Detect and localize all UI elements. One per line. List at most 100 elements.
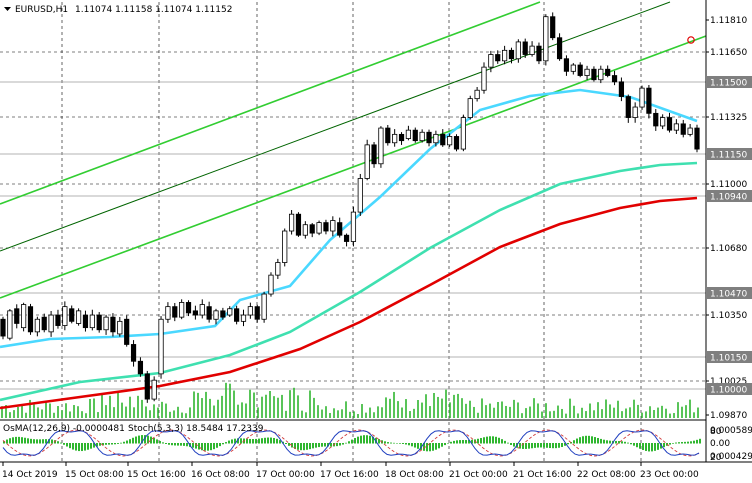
candle[interactable]: [323, 219, 329, 235]
candle[interactable]: [151, 376, 157, 402]
candle[interactable]: [261, 291, 267, 323]
candle[interactable]: [364, 139, 370, 181]
candle[interactable]: [405, 125, 412, 141]
candle[interactable]: [62, 301, 68, 331]
candle[interactable]: [577, 62, 583, 78]
candle[interactable]: [179, 299, 185, 320]
candle[interactable]: [282, 228, 288, 267]
candle[interactable]: [309, 223, 315, 238]
candle[interactable]: [460, 114, 466, 152]
candle[interactable]: [502, 45, 508, 65]
candle[interactable]: [529, 41, 535, 57]
candle[interactable]: [639, 85, 645, 110]
candle[interactable]: [419, 129, 425, 143]
candle[interactable]: [591, 66, 597, 82]
candle[interactable]: [7, 309, 13, 341]
candle[interactable]: [508, 47, 515, 64]
channel-anchor-marker[interactable]: [687, 36, 695, 44]
candle[interactable]: [453, 134, 460, 152]
candle[interactable]: [412, 127, 418, 143]
candle[interactable]: [69, 305, 75, 324]
candle[interactable]: [385, 124, 391, 146]
candle[interactable]: [295, 212, 302, 237]
candle[interactable]: [426, 129, 432, 147]
candle[interactable]: [392, 129, 398, 147]
candle[interactable]: [371, 142, 377, 168]
candle[interactable]: [96, 312, 102, 333]
candle[interactable]: [48, 310, 54, 337]
candle[interactable]: [378, 126, 384, 168]
candle[interactable]: [515, 39, 521, 63]
candle[interactable]: [172, 302, 178, 322]
candle[interactable]: [666, 112, 673, 133]
candle[interactable]: [687, 123, 693, 137]
candle[interactable]: [398, 132, 405, 145]
candle[interactable]: [199, 299, 205, 319]
candle[interactable]: [137, 357, 144, 377]
candle[interactable]: [206, 301, 212, 323]
candle[interactable]: [646, 84, 652, 119]
candle[interactable]: [220, 307, 226, 320]
candle[interactable]: [41, 313, 47, 333]
candle[interactable]: [185, 300, 192, 317]
candle[interactable]: [343, 233, 350, 247]
candle[interactable]: [144, 370, 150, 403]
candle[interactable]: [288, 210, 295, 235]
candle[interactable]: [124, 315, 130, 347]
candle[interactable]: [103, 314, 109, 335]
dropdown-arrow-icon[interactable]: [4, 7, 11, 11]
candle[interactable]: [117, 316, 123, 337]
candle[interactable]: [316, 220, 322, 236]
candle[interactable]: [550, 12, 556, 41]
candle[interactable]: [694, 124, 700, 153]
candle[interactable]: [275, 258, 281, 279]
candle[interactable]: [563, 55, 570, 76]
candle[interactable]: [14, 304, 20, 329]
candle[interactable]: [34, 316, 40, 337]
candlesticks[interactable]: [0, 12, 700, 403]
candle[interactable]: [357, 173, 363, 216]
candle[interactable]: [474, 87, 480, 102]
candle[interactable]: [495, 50, 501, 64]
candle[interactable]: [481, 62, 487, 94]
candle[interactable]: [165, 302, 171, 323]
candle[interactable]: [543, 14, 549, 66]
candle[interactable]: [605, 65, 611, 78]
candle[interactable]: [227, 306, 233, 317]
candle[interactable]: [158, 316, 164, 379]
candle[interactable]: [488, 50, 494, 73]
candle[interactable]: [302, 221, 308, 239]
candle[interactable]: [611, 70, 618, 86]
candle[interactable]: [89, 309, 95, 331]
candle[interactable]: [660, 114, 666, 130]
candle[interactable]: [673, 119, 679, 135]
candle[interactable]: [433, 130, 439, 147]
candle[interactable]: [584, 65, 590, 80]
candle[interactable]: [21, 302, 27, 332]
candle[interactable]: [337, 217, 343, 238]
candle[interactable]: [110, 313, 116, 337]
candle[interactable]: [440, 129, 446, 147]
candle[interactable]: [625, 94, 631, 123]
candle[interactable]: [0, 316, 6, 340]
candle[interactable]: [268, 272, 274, 297]
candle[interactable]: [254, 304, 260, 323]
candle[interactable]: [330, 216, 336, 237]
candle[interactable]: [75, 308, 82, 326]
candle[interactable]: [598, 65, 604, 84]
candle[interactable]: [618, 77, 625, 102]
candle[interactable]: [234, 305, 240, 325]
candle[interactable]: [570, 63, 576, 75]
candle[interactable]: [467, 95, 473, 120]
candle[interactable]: [632, 102, 638, 123]
candle[interactable]: [27, 303, 34, 335]
candle[interactable]: [192, 305, 198, 320]
candle[interactable]: [653, 109, 659, 131]
candle[interactable]: [247, 302, 253, 319]
candle[interactable]: [130, 340, 137, 367]
candle[interactable]: [82, 310, 89, 332]
candle[interactable]: [213, 308, 219, 325]
candle[interactable]: [680, 119, 686, 138]
candle[interactable]: [447, 133, 453, 147]
